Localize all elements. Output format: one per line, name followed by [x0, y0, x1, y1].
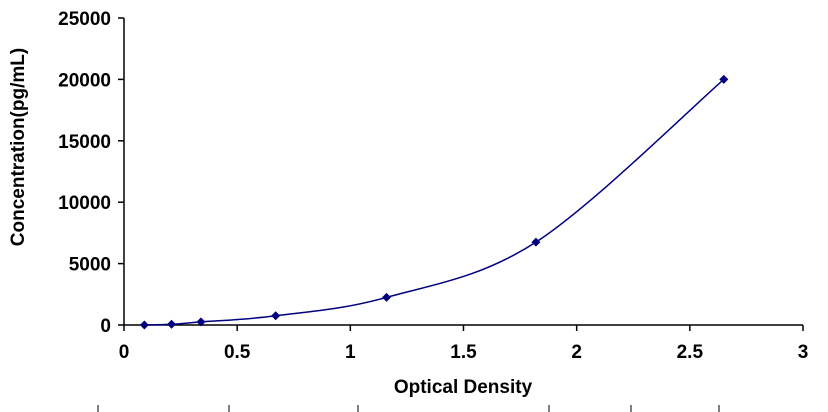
- x-tick-label: 2.5: [677, 342, 704, 363]
- tick-labels: 0 0.5 1 1.5 2 2.5 3 0 5000 10000 15000 20000 25000: [58, 9, 808, 363]
- bottom-edge-marks: [97, 405, 720, 412]
- data-point-marker: [382, 292, 392, 302]
- data-point-marker: [139, 320, 149, 330]
- data-points: [139, 74, 729, 330]
- x-axis-label: Optical Density: [394, 377, 533, 398]
- x-tick-label: 1: [345, 342, 356, 363]
- data-point-marker: [719, 74, 729, 84]
- y-tick-label: 10000: [58, 193, 111, 214]
- ticks: [118, 17, 804, 331]
- data-point-marker: [196, 317, 206, 327]
- data-point-marker: [167, 319, 177, 329]
- x-tick-label: 1.5: [450, 342, 477, 363]
- y-tick-label: 0: [100, 316, 111, 337]
- x-tick-label: 2: [571, 342, 582, 363]
- y-axis-label: Concentration(pg/mL): [8, 48, 29, 246]
- y-tick-label: 20000: [58, 70, 111, 91]
- axes: [123, 18, 803, 326]
- y-tick-label: 25000: [58, 9, 111, 30]
- series-curve: [144, 78, 725, 326]
- x-tick-label: 0: [119, 342, 130, 363]
- x-tick-label: 3: [798, 342, 809, 363]
- y-tick-label: 15000: [58, 132, 111, 153]
- x-tick-label: 0.5: [224, 342, 251, 363]
- data-point-marker: [271, 311, 281, 321]
- data-point-marker: [531, 237, 541, 247]
- y-tick-label: 5000: [69, 255, 111, 276]
